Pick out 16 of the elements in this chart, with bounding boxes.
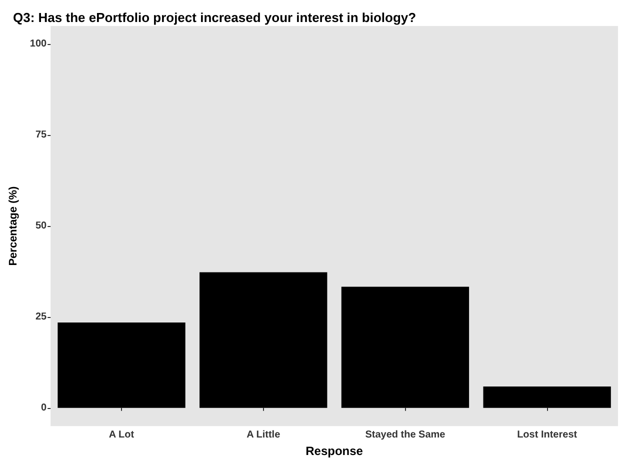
- bar: [200, 272, 328, 408]
- y-tick-label: 25: [35, 311, 48, 322]
- y-axis-title: Percentage (%): [8, 186, 20, 266]
- x-tick-label: A Little: [246, 430, 281, 441]
- x-axis-title: Response: [306, 444, 364, 458]
- y-tick-label: 75: [35, 130, 48, 141]
- bar: [58, 322, 186, 408]
- y-tick-label: 100: [30, 38, 48, 50]
- y-tick-label: 0: [41, 402, 48, 414]
- x-tick-label: A Lot: [108, 430, 135, 441]
- chart-title: Q3: Has the ePortfolio project increased your interest in biology?: [13, 10, 416, 25]
- y-tick-label: 50: [35, 220, 48, 232]
- x-tick-label: Lost Interest: [517, 430, 578, 441]
- bar: [483, 386, 611, 408]
- x-tick-label: Stayed the Same: [365, 430, 446, 441]
- bar: [341, 286, 470, 408]
